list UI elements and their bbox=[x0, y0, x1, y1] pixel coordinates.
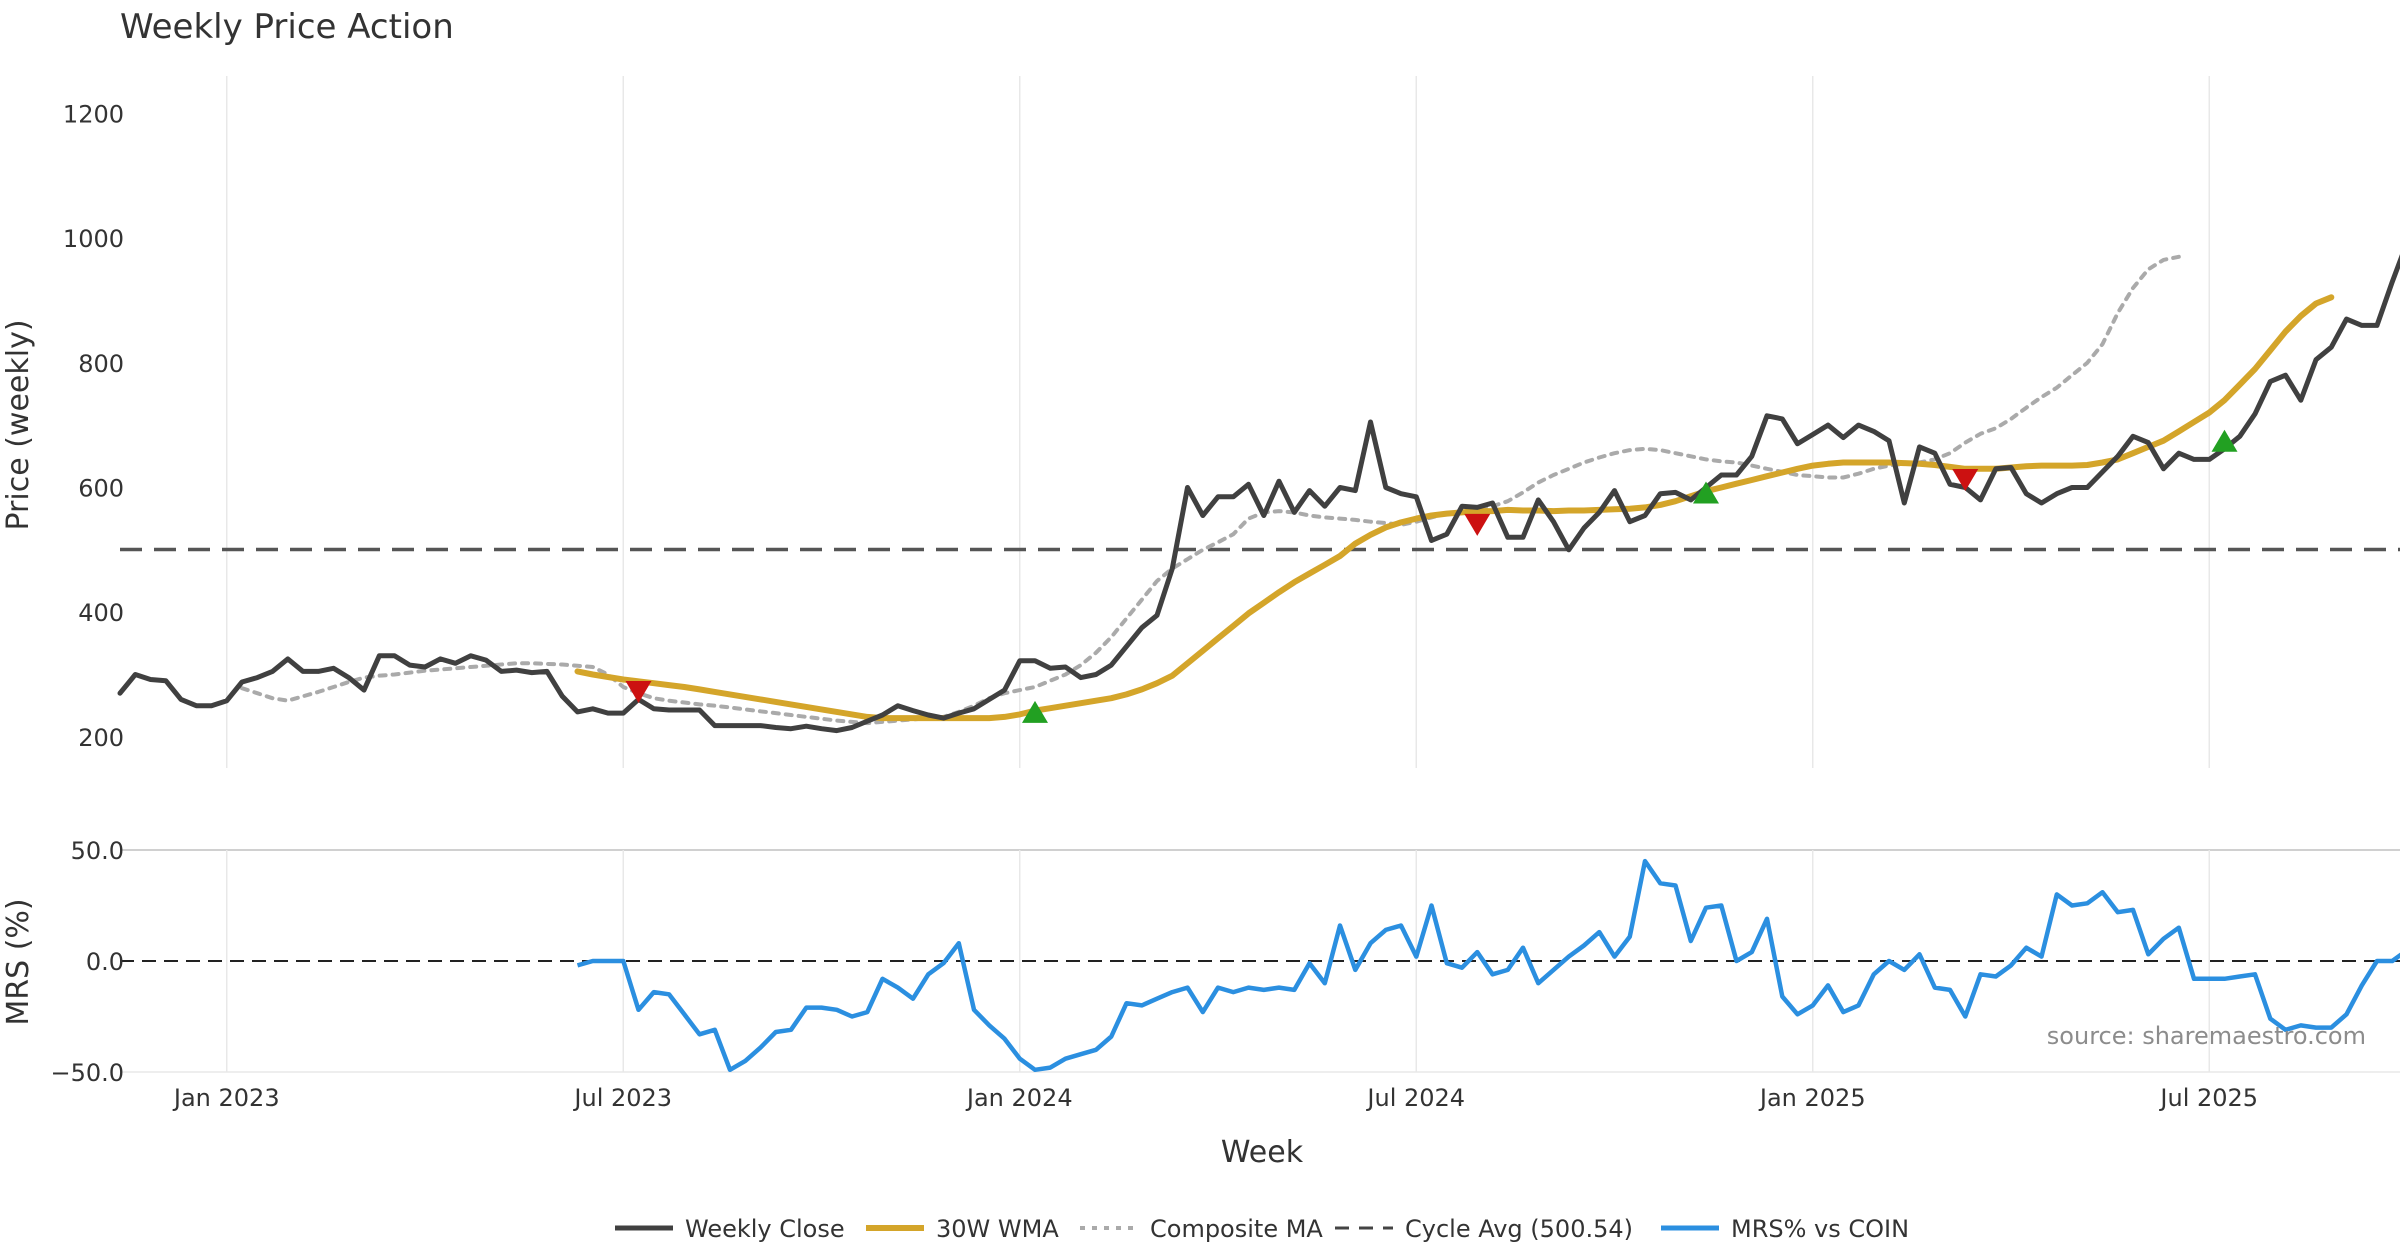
price-panel: 200 400 600 800 1000 1200 bbox=[63, 76, 2400, 768]
mrs-y-axis-label: MRS (%) bbox=[1, 898, 36, 1025]
weekly-close-line bbox=[117, 254, 2400, 734]
x-axis-ticks: Jan 2023 Jul 2023 Jan 2024 Jul 2024 Jan 2025… bbox=[172, 1084, 2258, 1112]
price-y-tick-label: 800 bbox=[78, 350, 124, 378]
price-y-axis-label: Price (weekly) bbox=[1, 319, 36, 530]
legend-cycle-avg: Cycle Avg (500.54) bbox=[1335, 1215, 1633, 1243]
sell-signal-marker bbox=[1464, 513, 1491, 536]
legend-weekly-close: Weekly Close bbox=[615, 1215, 845, 1243]
source-credit: source: sharemaestro.com bbox=[2047, 1022, 2366, 1050]
mrs-gridlines bbox=[120, 850, 2400, 1073]
price-y-ticks: 200 400 600 800 1000 1200 bbox=[63, 100, 124, 751]
signal-markers bbox=[625, 429, 2238, 723]
buy-signal-marker bbox=[2211, 429, 2238, 452]
x-tick-label: Jul 2025 bbox=[2158, 1084, 2258, 1112]
price-y-tick-label: 600 bbox=[78, 474, 124, 502]
price-y-tick-label: 200 bbox=[78, 724, 124, 752]
price-y-tick-label: 1000 bbox=[63, 225, 124, 253]
buy-signal-marker bbox=[1693, 481, 1719, 504]
mrs-y-tick-label: −50.0 bbox=[50, 1059, 124, 1087]
mrs-line bbox=[576, 858, 2400, 1073]
x-tick-label: Jan 2023 bbox=[172, 1084, 280, 1112]
price-y-tick-label: 1200 bbox=[63, 100, 124, 128]
mrs-y-ticks: −50.0 0.0 50.0 bbox=[50, 837, 124, 1087]
x-tick-label: Jan 2024 bbox=[965, 1084, 1073, 1112]
legend-composite-ma-label: Composite MA bbox=[1150, 1215, 1323, 1243]
legend-wma-label: 30W WMA bbox=[936, 1215, 1059, 1243]
mrs-panel: −50.0 0.0 50.0 bbox=[50, 837, 2400, 1087]
price-y-tick-label: 400 bbox=[78, 599, 124, 627]
legend: Weekly Close 30W WMA Composite MA Cycle Avg… bbox=[615, 1215, 1909, 1243]
composite-ma-line bbox=[240, 254, 2181, 726]
buy-signal-marker bbox=[1022, 700, 1048, 723]
sell-signal-marker bbox=[1952, 468, 1979, 491]
x-tick-label: Jan 2025 bbox=[1758, 1084, 1866, 1112]
x-axis-label: Week bbox=[1221, 1135, 1304, 1170]
price-gridlines bbox=[226, 76, 2210, 768]
mrs-series bbox=[576, 858, 2400, 1073]
legend-composite-ma: Composite MA bbox=[1080, 1215, 1323, 1243]
legend-mrs: MRS% vs COIN bbox=[1661, 1215, 1909, 1243]
legend-mrs-label: MRS% vs COIN bbox=[1731, 1215, 1909, 1243]
price-series bbox=[117, 254, 2400, 734]
legend-weekly-close-label: Weekly Close bbox=[685, 1215, 845, 1243]
mrs-y-tick-label: 50.0 bbox=[71, 837, 124, 865]
x-tick-label: Jul 2023 bbox=[572, 1084, 672, 1112]
wma-30w-line bbox=[574, 294, 2335, 722]
x-tick-label: Jul 2024 bbox=[1365, 1084, 1465, 1112]
sell-signal-marker bbox=[625, 680, 652, 703]
chart-title: Weekly Price Action bbox=[120, 7, 454, 47]
legend-cycle-avg-label: Cycle Avg (500.54) bbox=[1405, 1215, 1633, 1243]
mrs-y-tick-label: 0.0 bbox=[86, 948, 124, 976]
legend-wma: 30W WMA bbox=[866, 1215, 1059, 1243]
